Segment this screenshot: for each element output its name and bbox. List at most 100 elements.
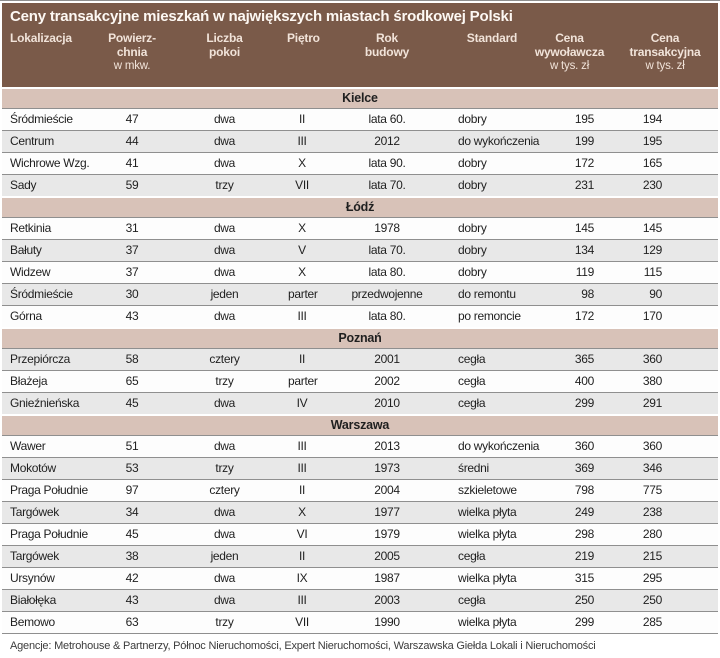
column-header-label: Cena wywoławcza (534, 31, 605, 59)
cell-location: Targówek (2, 501, 102, 524)
cell-location: Bałuty (2, 239, 102, 262)
cell-year: lata 70. (317, 239, 457, 262)
table-row: Bemowo 63 trzy VII 1990 wielka płyta 299… (2, 611, 718, 634)
cell-transaction-price: 230 (612, 174, 718, 198)
cell-floor: III (287, 457, 317, 480)
table-row: Bałuty 37 dwa V lata 70. dobry 134 129 (2, 239, 718, 262)
cell-area: 45 (102, 523, 162, 546)
cell-year: 1973 (317, 457, 457, 480)
cell-location: Praga Południe (2, 523, 102, 546)
cell-area: 34 (102, 501, 162, 524)
column-header-asking-price: Cena wywoławcza w tys. zł (527, 29, 612, 88)
table-row: Retkinia 31 dwa X 1978 dobry 145 145 (2, 217, 718, 240)
cell-location: Przepiórcza (2, 348, 102, 371)
cell-transaction-price: 346 (612, 457, 718, 480)
table-row: Górna 43 dwa III lata 80. po remoncie 17… (2, 305, 718, 329)
table-row: Śródmieście 30 jeden parter przedwojenne… (2, 283, 718, 306)
cell-year: 1990 (317, 611, 457, 634)
cell-standard: wielka płyta (457, 611, 527, 634)
table-row: Mokotów 53 trzy III 1973 średni 369 346 (2, 457, 718, 480)
cell-area: 53 (102, 457, 162, 480)
table-row: Targówek 34 dwa X 1977 wielka płyta 249 … (2, 501, 718, 524)
table-row: Centrum 44 dwa III 2012 do wykończenia 1… (2, 130, 718, 153)
cell-asking-price: 369 (527, 457, 612, 480)
cell-rooms: dwa (162, 130, 287, 153)
cell-year: 2013 (317, 435, 457, 458)
cell-rooms: dwa (162, 261, 287, 284)
cell-transaction-price: 145 (612, 217, 718, 240)
section-label: Poznań (2, 327, 718, 349)
cell-asking-price: 299 (527, 611, 612, 634)
cell-location: Wawer (2, 435, 102, 458)
cell-floor: parter (287, 283, 318, 306)
cell-standard: dobry (457, 152, 527, 175)
cell-year: lata 90. (317, 152, 457, 175)
page-title: Ceny transakcyjne mieszkań w największyc… (2, 3, 718, 29)
cell-transaction-price: 295 (612, 567, 718, 590)
cell-floor: parter (287, 370, 318, 393)
cell-location: Bemowo (2, 611, 102, 634)
cell-standard: średni (457, 457, 527, 480)
cell-year: 2003 (317, 589, 457, 612)
column-header-label: Cena transakcyjna (629, 31, 701, 59)
cell-year: lata 80. (317, 305, 457, 329)
cell-standard: szkieletowe (457, 479, 527, 502)
table-row: Praga Południe 97 cztery II 2004 szkiele… (2, 479, 718, 502)
cell-rooms: dwa (162, 152, 287, 175)
cell-area: 43 (102, 589, 162, 612)
cell-floor: IV (287, 392, 317, 416)
cell-floor: III (287, 589, 317, 612)
cell-transaction-price: 285 (612, 611, 718, 634)
column-header-label: Powierz- chnia (108, 31, 156, 59)
cell-rooms: cztery (162, 348, 287, 371)
cell-year: 1978 (317, 217, 457, 240)
cell-standard: dobry (457, 217, 527, 240)
cell-transaction-price: 165 (612, 152, 718, 175)
cell-asking-price: 360 (527, 435, 612, 458)
column-header-rooms: Liczba pokoi (162, 29, 287, 88)
section-row: Kielce (2, 87, 718, 109)
cell-standard: cegła (457, 370, 527, 393)
infographic-table: Ceny transakcyjne mieszkań w największyc… (2, 3, 718, 658)
cell-transaction-price: 90 (612, 283, 718, 306)
cell-standard: dobry (457, 239, 527, 262)
cell-transaction-price: 250 (612, 589, 718, 612)
cell-year: 1987 (317, 567, 457, 590)
cell-asking-price: 199 (527, 130, 612, 153)
cell-rooms: trzy (162, 457, 287, 480)
cell-year: 2002 (317, 370, 457, 393)
table-row: Targówek 38 jeden II 2005 cegła 219 215 (2, 545, 718, 568)
column-header-label: Liczba pokoi (206, 31, 243, 59)
cell-asking-price: 172 (527, 152, 612, 175)
cell-area: 58 (102, 348, 162, 371)
cell-location: Retkinia (2, 217, 102, 240)
cell-asking-price: 299 (527, 392, 612, 416)
cell-floor: IX (287, 567, 317, 590)
cell-standard: wielka płyta (457, 523, 527, 546)
cell-asking-price: 400 (527, 370, 612, 393)
cell-rooms: dwa (162, 589, 287, 612)
cell-location: Górna (2, 305, 102, 329)
cell-location: Śródmieście (2, 108, 102, 131)
cell-year: lata 80. (317, 261, 457, 284)
cell-transaction-price: 194 (612, 108, 718, 131)
section-label: Kielce (2, 87, 718, 109)
cell-floor: II (287, 479, 317, 502)
cell-transaction-price: 775 (612, 479, 718, 502)
cell-floor: III (287, 130, 317, 153)
cell-transaction-price: 380 (612, 370, 718, 393)
cell-area: 63 (102, 611, 162, 634)
cell-transaction-price: 360 (612, 435, 718, 458)
section-label: Łódź (2, 196, 718, 218)
cell-rooms: dwa (162, 435, 287, 458)
cell-area: 31 (102, 217, 162, 240)
cell-year: 1977 (317, 501, 457, 524)
cell-location: Widzew (2, 261, 102, 284)
cell-year: 1979 (317, 523, 457, 546)
cell-standard: do remontu (457, 283, 527, 306)
cell-asking-price: 365 (527, 348, 612, 371)
cell-standard: cegła (457, 348, 527, 371)
column-header-transaction-price: Cena transakcyjna w tys. zł (612, 29, 718, 88)
cell-floor: X (287, 501, 317, 524)
table-row: Gnieźnieńska 45 dwa IV 2010 cegła 299 29… (2, 392, 718, 416)
